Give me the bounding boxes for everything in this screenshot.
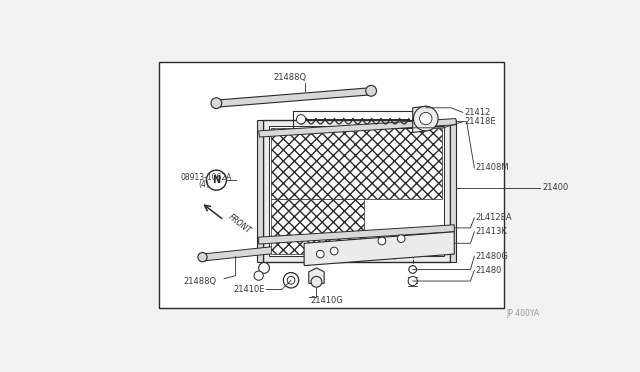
Polygon shape bbox=[259, 225, 454, 244]
Polygon shape bbox=[216, 88, 372, 107]
Bar bbox=[159, 62, 504, 308]
Circle shape bbox=[287, 276, 295, 284]
Circle shape bbox=[378, 237, 386, 245]
Circle shape bbox=[206, 170, 227, 190]
Text: JP 400YA: JP 400YA bbox=[507, 309, 540, 318]
Circle shape bbox=[296, 115, 306, 124]
Text: 21410E: 21410E bbox=[234, 285, 265, 294]
Polygon shape bbox=[269, 126, 444, 256]
Circle shape bbox=[413, 106, 438, 131]
Text: 21480: 21480 bbox=[476, 266, 502, 275]
Polygon shape bbox=[271, 128, 442, 199]
Text: 21480G: 21480G bbox=[476, 252, 509, 261]
Circle shape bbox=[397, 235, 405, 243]
Polygon shape bbox=[257, 120, 263, 262]
Circle shape bbox=[211, 98, 221, 109]
Text: 21412: 21412 bbox=[464, 108, 490, 117]
Text: (4): (4) bbox=[198, 180, 209, 189]
Circle shape bbox=[311, 276, 322, 287]
Text: 08913-1062A: 08913-1062A bbox=[180, 173, 232, 182]
Text: 21488Q: 21488Q bbox=[183, 277, 216, 286]
Text: 21413K: 21413K bbox=[476, 227, 508, 236]
Text: N: N bbox=[212, 175, 220, 185]
Circle shape bbox=[198, 253, 207, 262]
Text: 2L412EA: 2L412EA bbox=[476, 214, 513, 222]
Text: 21418E: 21418E bbox=[464, 117, 496, 126]
Circle shape bbox=[365, 86, 376, 96]
Polygon shape bbox=[304, 232, 454, 266]
Circle shape bbox=[408, 276, 417, 286]
Polygon shape bbox=[263, 120, 450, 262]
Polygon shape bbox=[259, 119, 456, 137]
Polygon shape bbox=[413, 106, 427, 132]
Circle shape bbox=[259, 263, 269, 273]
Polygon shape bbox=[450, 120, 456, 262]
Circle shape bbox=[284, 273, 299, 288]
Polygon shape bbox=[271, 199, 364, 254]
Polygon shape bbox=[308, 268, 324, 283]
Circle shape bbox=[409, 266, 417, 273]
Polygon shape bbox=[202, 243, 306, 261]
Circle shape bbox=[420, 112, 432, 125]
Text: 21408M: 21408M bbox=[476, 163, 509, 172]
Circle shape bbox=[254, 271, 263, 280]
Text: 21410G: 21410G bbox=[310, 296, 343, 305]
Circle shape bbox=[330, 247, 338, 255]
Text: 21400: 21400 bbox=[542, 183, 568, 192]
Text: 21488Q: 21488Q bbox=[273, 73, 306, 81]
Text: FRONT: FRONT bbox=[227, 212, 252, 235]
Circle shape bbox=[316, 250, 324, 258]
